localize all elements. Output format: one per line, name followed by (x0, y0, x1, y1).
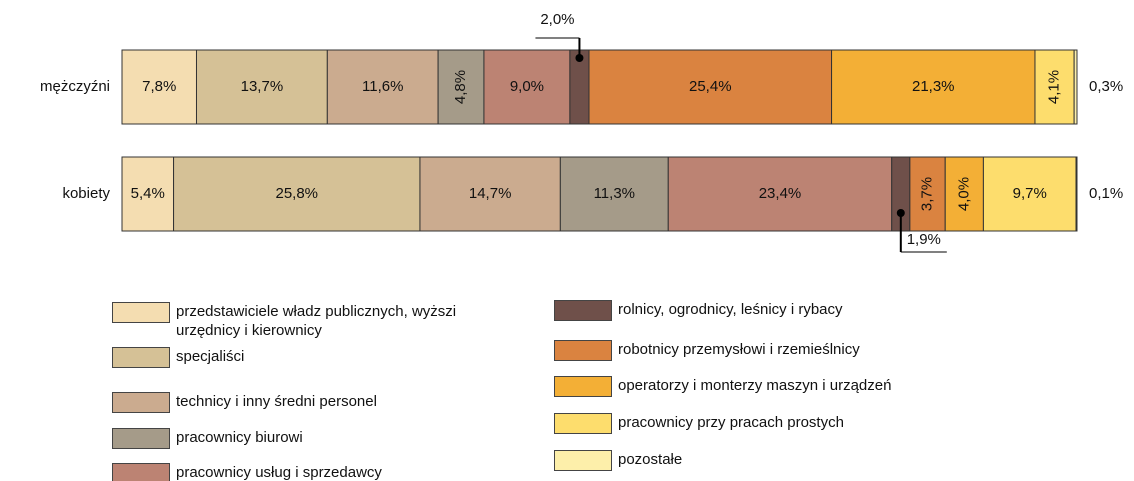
legend-swatch (554, 450, 612, 471)
legend-item: robotnicy przemysłowi i rzemieślnicy (554, 340, 948, 361)
bar-segment (831, 49, 1036, 125)
value-label: 13,7% (241, 78, 284, 95)
legend-item: przedstawiciele władz publicznych, wyższ… (112, 302, 506, 340)
legend-item: technicy i inny średni personel (112, 392, 506, 413)
legend-label: technicy i inny średni personel (176, 393, 377, 410)
bar-segment (419, 156, 561, 232)
bar-segment (909, 156, 946, 232)
legend-label: robotnicy przemysłowi i rzemieślnicy (618, 341, 860, 358)
legend-item: pracownicy biurowi (112, 428, 506, 449)
legend-item: pracownicy usług i sprzedawcy (112, 463, 506, 481)
value-label: 21,3% (912, 78, 955, 95)
value-label: 4,0% (955, 177, 972, 211)
bar-segment (559, 156, 669, 232)
legend-item: specjaliści (112, 347, 506, 368)
bar-segment (326, 49, 439, 125)
bar-segment (1073, 49, 1078, 125)
value-label: 9,7% (1013, 185, 1047, 202)
value-label: 25,4% (689, 78, 732, 95)
legend-label: operatorzy i monterzy maszyn i urządzeń (618, 377, 892, 394)
legend-swatch (112, 463, 170, 481)
legend-item: operatorzy i monterzy maszyn i urządzeń (554, 376, 948, 397)
value-label: 11,3% (594, 185, 635, 202)
legend-swatch (554, 340, 612, 361)
legend-item: rolnicy, ogrodnicy, leśnicy i rybacy (554, 300, 948, 321)
value-label: 2,0% (540, 11, 574, 28)
value-label: 1,9% (907, 231, 941, 248)
value-label: 3,7% (919, 177, 936, 211)
value-label: 23,4% (759, 185, 802, 202)
legend-label: pracownicy przy pracach prostych (618, 414, 844, 431)
legend-label: pracownicy biurowi (176, 429, 303, 446)
legend-swatch (112, 428, 170, 449)
value-label: 25,8% (275, 185, 318, 202)
bar-segment (121, 49, 197, 125)
category-label: kobiety (62, 185, 110, 202)
chart-svg: mężczyźni 7,8% 13,7% 11,6% 4,8% 9,0% 2,0% 25,4%… (40, 11, 1123, 253)
category-label: mężczyźni (40, 78, 110, 95)
value-label: 0,3% (1089, 78, 1123, 95)
bar-segment (195, 49, 328, 125)
legend-label: rolnicy, ogrodnicy, leśnicy i rybacy (618, 301, 843, 318)
bar-segment (1075, 156, 1078, 232)
value-label: 9,0% (510, 78, 544, 95)
value-label: 5,4% (131, 185, 165, 202)
legend-label: przedstawiciele władz publicznych, wyższ… (176, 303, 457, 339)
bar-segment (982, 156, 1077, 232)
legend-swatch (112, 302, 170, 323)
bar-segment (1034, 49, 1075, 125)
value-label: 0,1% (1089, 185, 1123, 202)
value-label: 4,8% (452, 70, 469, 104)
legend-item: pozostałe (554, 450, 948, 471)
value-label: 4,1% (1046, 70, 1063, 104)
legend-swatch (554, 376, 612, 397)
value-label: 7,8% (142, 78, 176, 95)
value-label: 14,7% (469, 185, 512, 202)
legend-swatch (554, 413, 612, 434)
legend-label: pozostałe (618, 451, 683, 468)
legend-label: specjaliści (176, 348, 245, 365)
legend-swatch (554, 300, 612, 321)
value-label: 11,6% (362, 78, 403, 95)
bar-segment (173, 156, 421, 232)
legend-swatch (112, 347, 170, 368)
bar-segment (483, 49, 571, 125)
bar-segment (944, 156, 984, 232)
legend-item: pracownicy przy pracach prostych (554, 413, 948, 434)
legend-label: pracownicy usług i sprzedawcy (176, 464, 382, 481)
legend-swatch (112, 392, 170, 413)
bar-segment (588, 49, 833, 125)
bar-segment (667, 156, 893, 232)
